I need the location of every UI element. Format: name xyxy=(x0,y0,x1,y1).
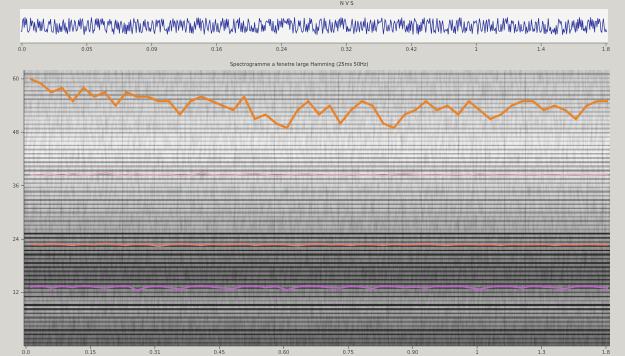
spectrogram-y-tick-label: 12 xyxy=(13,290,19,296)
spectrogram-y-axis: 60 48 36 24 12 xyxy=(13,77,24,296)
spectrogram-panel: Spectrogramme a fenetre large Hamming (2… xyxy=(13,62,610,356)
waveform-tick-label: 1.4 xyxy=(537,47,545,53)
waveform-tick-label: 0.16 xyxy=(211,47,222,53)
waveform-tick-label: 0.0 xyxy=(18,47,26,53)
formant-tracks xyxy=(29,77,609,291)
spectrogram-x-tick-label: 0.90 xyxy=(407,350,418,356)
waveform-tick-label: 1.8 xyxy=(602,47,610,53)
waveform-tick-label: 0.42 xyxy=(406,47,417,53)
formant-track-line xyxy=(29,284,609,291)
formant-track-line xyxy=(29,242,609,247)
formant-track-line xyxy=(29,172,609,177)
waveform-tick-label: 0.05 xyxy=(81,47,92,53)
spectrogram-x-tick-label: 1.3 xyxy=(538,350,546,356)
spectrogram-x-tick-label: 0.45 xyxy=(214,350,225,356)
spectrogram-y-tick-label: 36 xyxy=(13,183,19,189)
waveform-x-axis: 0.0 0.05 0.09 0.16 0.24 0.32 0.42 1 1.4 1.8 xyxy=(18,43,610,53)
waveform-tick-label: 1 xyxy=(475,47,478,53)
waveform-panel: 0.0 0.05 0.09 0.16 0.24 0.32 0.42 1 1.4 1.8 xyxy=(18,9,610,53)
waveform-tick-label: 0.09 xyxy=(146,47,157,53)
spectrogram-x-tick-label: 0.31 xyxy=(149,350,160,356)
spectrogram-x-tick-label: 0.0 xyxy=(22,350,30,356)
spectrogram-y-tick-label: 48 xyxy=(13,130,19,136)
spectrogram-x-tick-label: 0.15 xyxy=(85,350,96,356)
spectrogram-x-axis: 0.0 0.15 0.31 0.45 0.60 0.75 0.90 1 1.3 1.8 xyxy=(22,346,610,356)
waveform-trace xyxy=(20,17,607,35)
spectrogram-x-tick-label: 0.60 xyxy=(278,350,289,356)
waveform-tick-label: 0.32 xyxy=(341,47,352,53)
spectrogram-y-tick-label: 60 xyxy=(13,77,19,83)
formant-track-line xyxy=(29,77,608,129)
waveform-tick-label: 0.24 xyxy=(276,47,287,53)
top-header-fragment: N V S xyxy=(340,1,354,7)
harmonic-bands xyxy=(24,72,610,346)
spectrogram-x-tick-label: 1.8 xyxy=(602,350,610,356)
spectrogram-y-tick-label: 24 xyxy=(13,237,19,243)
spectrogram-x-tick-label: 0.75 xyxy=(343,350,354,356)
spectrogram-title: Spectrogramme a fenetre large Hamming (2… xyxy=(230,62,368,68)
spectrogram-x-tick-label: 1 xyxy=(476,350,479,356)
